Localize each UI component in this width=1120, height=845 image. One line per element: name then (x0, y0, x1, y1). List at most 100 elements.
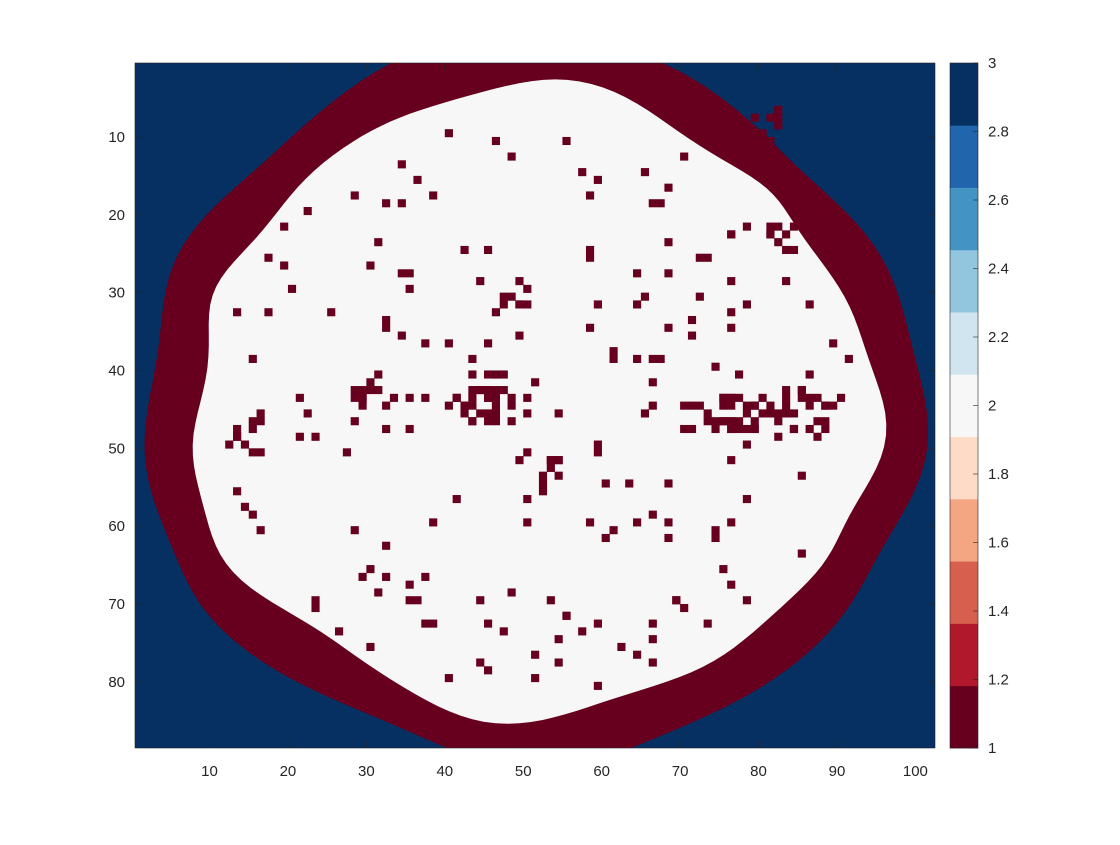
cell-value-1 (727, 456, 736, 465)
cell-value-1 (515, 277, 524, 286)
cell-value-1 (523, 393, 532, 402)
cell-value-1 (233, 308, 242, 317)
colorbar-tick-label: 3 (988, 55, 996, 72)
cell-value-1 (617, 642, 626, 651)
cell-value-1 (766, 222, 775, 231)
cell-value-1 (382, 323, 391, 332)
cell-value-1 (452, 393, 461, 402)
cell-value-1 (687, 315, 697, 325)
colorbar-swatch (950, 312, 978, 375)
cell-value-1 (633, 354, 642, 363)
cell-value-1 (821, 401, 830, 410)
cell-value-1 (633, 269, 642, 278)
cell-value-1 (687, 331, 697, 340)
cell-value-1 (484, 666, 493, 675)
colorbar-tick-label: 2.6 (988, 192, 1009, 209)
cell-value-1 (593, 681, 602, 690)
cell-value-1 (248, 354, 257, 363)
cell-value-1 (719, 565, 728, 574)
cell-value-1 (311, 596, 320, 605)
cell-value-1 (397, 269, 406, 278)
cell-value-1 (711, 526, 720, 535)
cell-value-1 (711, 533, 720, 543)
cell-value-1 (468, 417, 477, 426)
cell-value-1 (248, 510, 257, 519)
cell-value-1 (538, 479, 548, 488)
cell-value-1 (789, 245, 799, 255)
cell-value-1 (585, 518, 595, 527)
colorbar-swatch (950, 561, 978, 624)
cell-value-1 (742, 596, 751, 605)
cell-value-1 (484, 370, 493, 379)
cell-value-1 (829, 401, 838, 410)
cell-value-1 (719, 393, 728, 402)
cell-value-1 (499, 370, 508, 379)
cell-value-1 (813, 393, 822, 402)
cell-value-1 (421, 393, 430, 402)
cell-value-1 (256, 448, 265, 457)
cell-value-1 (742, 300, 751, 309)
cell-value-1 (499, 627, 508, 636)
cell-value-1 (366, 642, 375, 651)
cell-value-1 (366, 565, 375, 574)
cell-value-1 (507, 393, 516, 402)
cell-value-1 (727, 230, 736, 239)
cell-value-1 (672, 596, 681, 605)
cell-value-1 (593, 619, 602, 628)
cell-value-1 (507, 401, 516, 410)
cell-value-1 (758, 393, 767, 402)
cell-value-1 (382, 315, 391, 325)
cell-value-1 (554, 456, 563, 465)
cell-value-1 (789, 222, 799, 231)
cell-value-1 (727, 393, 736, 402)
cell-value-1 (358, 572, 367, 581)
cell-value-1 (805, 370, 814, 379)
cell-value-1 (491, 393, 500, 402)
cell-value-1 (633, 518, 642, 527)
cell-value-1 (507, 152, 516, 161)
colorbar-swatch (950, 623, 978, 687)
cell-value-1 (538, 471, 548, 480)
cell-value-1 (484, 409, 493, 418)
cell-value-1 (742, 495, 751, 504)
cell-value-1 (554, 471, 563, 480)
cell-value-1 (664, 533, 673, 543)
cell-value-1 (484, 245, 493, 255)
cell-value-1 (342, 448, 351, 457)
cell-value-1 (444, 401, 453, 410)
cell-value-1 (640, 409, 650, 418)
cell-value-1 (593, 440, 602, 449)
cell-value-1 (484, 339, 493, 348)
cell-value-1 (421, 339, 430, 348)
cell-value-1 (797, 393, 806, 402)
cell-value-1 (633, 300, 642, 309)
y-tick-label: 20 (108, 207, 125, 224)
cell-value-1 (546, 463, 555, 472)
cell-value-1 (421, 572, 430, 581)
cell-value-1 (507, 292, 516, 301)
cell-value-1 (233, 424, 242, 434)
colorbar: 1 1.2 1.4 1.6 1.8 2 2.2 2.4 2.6 2.8 3 (949, 55, 1009, 757)
x-tick-label: 60 (593, 763, 610, 780)
cell-value-1 (484, 393, 493, 402)
cell-value-1 (350, 386, 359, 395)
cell-value-1 (664, 518, 673, 527)
cell-value-1 (287, 284, 297, 293)
cell-value-1 (648, 619, 657, 628)
cell-value-1 (593, 448, 602, 457)
cell-value-1 (335, 627, 344, 636)
cell-value-1 (405, 393, 414, 402)
cell-value-1 (735, 393, 744, 402)
colorbar-swatch (950, 63, 978, 126)
cell-value-1 (742, 409, 751, 418)
cell-value-1 (648, 199, 657, 208)
y-tick-label: 70 (108, 596, 125, 613)
cell-value-1 (256, 417, 265, 426)
cell-value-1 (758, 129, 767, 138)
colorbar-swatch (950, 187, 978, 251)
cell-value-1 (366, 386, 375, 395)
cell-value-1 (460, 409, 469, 418)
cell-value-1 (280, 261, 289, 270)
cell-value-1 (805, 401, 814, 410)
cell-value-1 (405, 269, 414, 278)
